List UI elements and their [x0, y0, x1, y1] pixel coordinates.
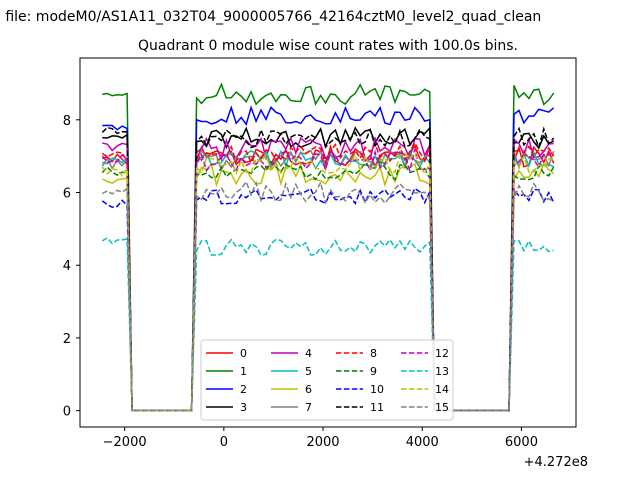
legend-label-1: 1	[240, 365, 247, 378]
x-tick-label: −2000	[103, 435, 147, 450]
x-tick-label: 2000	[306, 435, 339, 450]
plot-frame	[79, 57, 577, 428]
x-tick-label: 4000	[406, 435, 439, 450]
legend-label-14: 14	[435, 383, 449, 396]
x-offset-label: +4.272e8	[524, 455, 588, 470]
figure-suptitle: n file: modeM0/AS1A11_032T04_9000005766_…	[0, 9, 541, 25]
x-tick-label: 0	[220, 435, 228, 450]
legend-label-13: 13	[435, 365, 449, 378]
series-line-2	[102, 105, 555, 412]
legend-label-8: 8	[370, 347, 377, 360]
legend-label-7: 7	[305, 401, 312, 414]
series-line-14	[101, 152, 554, 412]
chart-title: Quadrant 0 module wise count rates with …	[138, 38, 518, 54]
y-tick-label: 2	[63, 332, 71, 347]
legend-label-2: 2	[240, 383, 247, 396]
series-line-15	[101, 180, 555, 412]
y-tick-label: 0	[63, 405, 71, 420]
y-tick-label: 6	[63, 187, 71, 202]
legend-label-15: 15	[435, 401, 449, 414]
axis-ticks: −2000 0 2000 4000 6000 0 2 4 6 8	[63, 114, 538, 450]
legend-label-3: 3	[240, 401, 247, 414]
legend-label-9: 9	[370, 365, 377, 378]
series-line-1	[102, 82, 555, 412]
x-tick-label: 6000	[505, 435, 538, 450]
y-tick-label: 4	[63, 259, 71, 274]
series-line-11	[101, 126, 555, 412]
legend-box	[200, 339, 454, 421]
legend-label-6: 6	[305, 383, 312, 396]
legend-label-12: 12	[435, 347, 449, 360]
series-line-13	[101, 237, 554, 412]
legend-label-10: 10	[370, 383, 384, 396]
legend-label-5: 5	[305, 365, 312, 378]
legend-label-0: 0	[240, 347, 247, 360]
series-layer	[101, 82, 555, 412]
legend-label-4: 4	[305, 347, 312, 360]
series-line-3	[102, 126, 555, 412]
legend-label-11: 11	[370, 401, 384, 414]
y-tick-label: 8	[63, 114, 71, 129]
